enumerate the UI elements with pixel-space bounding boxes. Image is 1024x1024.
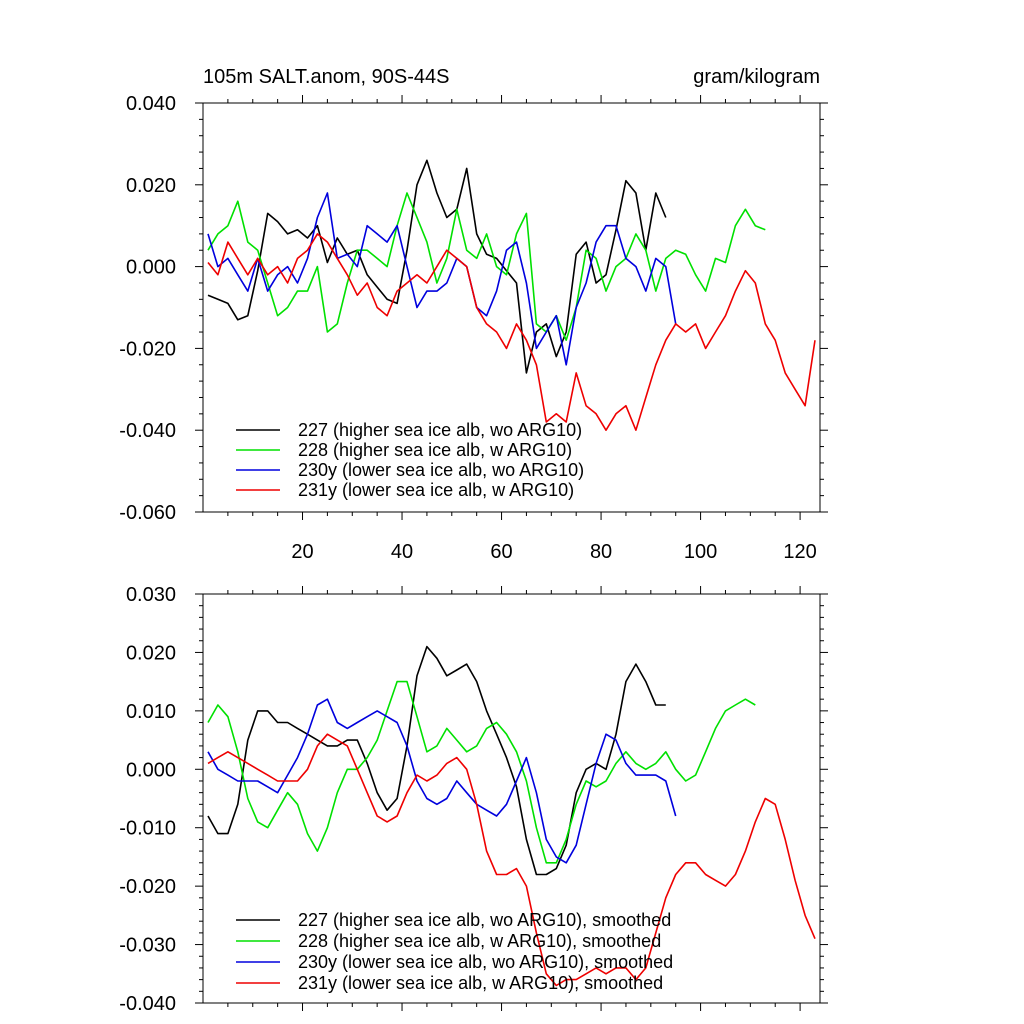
smoothed-panel: -0.040 -0.030 -0.020 -0.010 0.000 0.010 0.020 0…: [119, 584, 828, 1015]
x-tick-label: 80: [590, 541, 612, 563]
chart-title: 105m SALT.anom, 90S-44S: [203, 66, 449, 88]
legend-label-3: 231y (lower sea ice alb, w ARG10), smoot…: [298, 973, 663, 993]
y-tick-label: -0.040: [119, 420, 176, 442]
x-tick-label: 60: [490, 541, 512, 563]
plot-frame: [202, 593, 821, 1004]
y-tick-label: 0.000: [126, 759, 176, 781]
raw-panel: -0.060 -0.040 -0.020 0.000 0.020 0.040 20 40 60 8…: [119, 93, 828, 563]
y-tick-label: -0.020: [119, 338, 176, 360]
y-tick-label: -0.020: [119, 876, 176, 898]
y-tick-label: 0.030: [126, 584, 176, 606]
y-tick-label: -0.040: [119, 993, 176, 1015]
x-tick-label: 20: [291, 541, 313, 563]
x-tick-label: 100: [684, 541, 717, 563]
y-tick-label: -0.030: [119, 935, 176, 957]
legend-label-3: 231y (lower sea ice alb, w ARG10): [298, 480, 574, 500]
legend-label-2: 230y (lower sea ice alb, wo ARG10): [298, 460, 584, 480]
series-line-2: [207, 192, 677, 366]
series-line-3: [207, 733, 816, 987]
legend-label-0: 227 (higher sea ice alb, wo ARG10): [298, 420, 582, 440]
y-tick-label: -0.010: [119, 818, 176, 840]
legend-label-1: 228 (higher sea ice alb, w ARG10): [298, 440, 572, 460]
legend-label-2: 230y (lower sea ice alb, wo ARG10), smoo…: [298, 952, 673, 972]
series-line-3: [207, 233, 816, 432]
x-tick-label: 40: [391, 541, 413, 563]
series-line-1: [207, 680, 756, 864]
series-line-0: [207, 159, 667, 374]
plot-frame: [202, 102, 821, 513]
y-tick-label: 0.020: [126, 642, 176, 664]
legend-label-1: 228 (higher sea ice alb, w ARG10), smoot…: [298, 931, 661, 951]
y-tick-label: -0.060: [119, 502, 176, 524]
series-line-0: [207, 645, 666, 876]
y-tick-label: 0.010: [126, 701, 176, 723]
x-tick-label: 120: [783, 541, 816, 563]
y-tick-label: 0.020: [126, 175, 176, 197]
y-tick-label: 0.040: [126, 93, 176, 115]
y-tick-label: 0.000: [126, 257, 176, 279]
series-line-1: [207, 192, 766, 342]
legend-label-0: 227 (higher sea ice alb, wo ARG10), smoo…: [298, 910, 671, 930]
series-line-2: [207, 698, 677, 864]
chart-units: gram/kilogram: [693, 66, 820, 88]
